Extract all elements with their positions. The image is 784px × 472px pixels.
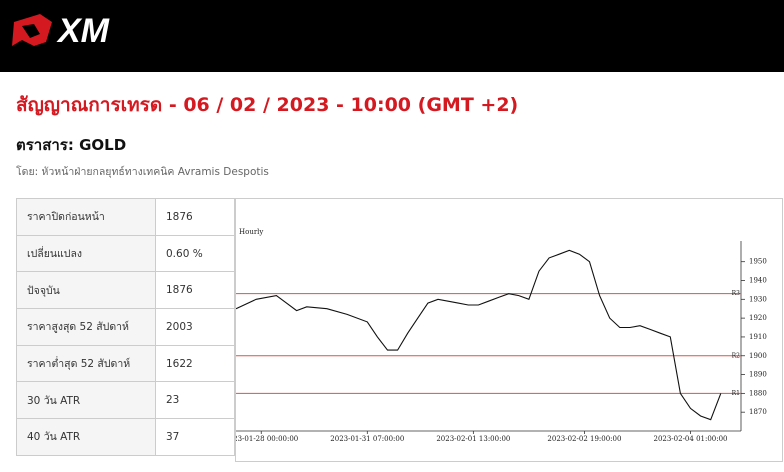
table-row: เปลี่ยนแปลง 0.60 % <box>16 234 235 273</box>
chart: Hourly 1870 1880 1890 1900 1910 1920 1930 1940 1… <box>236 228 767 443</box>
table-row: 40 วัน ATR 37 <box>16 418 235 456</box>
table-row: ราคาสูงสุด 52 สัปดาห์ 2003 <box>16 308 235 346</box>
table-row: ราคาปิดก่อนหน้า 1876 <box>16 198 235 236</box>
header: XM <box>0 0 784 72</box>
row-value: 2003 <box>155 308 235 346</box>
instrument: ตราสาร: GOLD <box>16 136 127 154</box>
price-line <box>236 249 722 421</box>
y-tick-label: 1950 <box>749 258 767 266</box>
y-tick-label: 1910 <box>749 333 767 341</box>
row-value: 37 <box>155 418 235 456</box>
row-label: ราคาสูงสุด 52 สัปดาห์ <box>16 308 156 346</box>
y-tick-label: 1920 <box>749 314 767 322</box>
logo-icon-cut <box>22 24 40 38</box>
chart-title: Hourly <box>239 228 263 236</box>
y-tick-label: 1880 <box>749 389 767 397</box>
row-value: 23 <box>155 381 235 420</box>
row-value: 0.60 % <box>155 234 235 273</box>
table-row: 30 วัน ATR 23 <box>16 381 235 420</box>
row-label: 40 วัน ATR <box>16 418 156 456</box>
row-label: ราคาต่ำสุด 52 สัปดาห์ <box>16 344 156 383</box>
y-tick-label: 1890 <box>749 371 767 379</box>
x-tick-label: 2023-01-28 00:00:00 <box>236 435 298 443</box>
resistance-label: R1 <box>732 390 740 397</box>
row-label: ราคาปิดก่อนหน้า <box>16 198 156 236</box>
table-row: ปัจจุบัน 1876 <box>16 271 235 310</box>
chart-box: Hourly 1870 1880 1890 1900 1910 1920 1930 1940 1… <box>235 198 783 462</box>
row-label: เปลี่ยนแปลง <box>16 234 156 273</box>
author: โดย: หัวหน้าฝ่ายกลยุทธ์ทางเทคนิค Avramis… <box>16 166 269 178</box>
logo-text: XM <box>56 12 110 50</box>
row-value: 1876 <box>155 271 235 310</box>
x-tick-label: 2023-02-04 01:00:00 <box>653 435 727 443</box>
x-tick-label: 2023-02-02 19:00:00 <box>547 435 621 443</box>
row-value: 1622 <box>155 344 235 383</box>
row-label: ปัจจุบัน <box>16 271 156 310</box>
y-tick-label: 1930 <box>749 295 767 303</box>
row-value: 1876 <box>155 198 235 236</box>
x-tick-label: 2023-01-31 07:00:00 <box>330 435 404 443</box>
page-title: สัญญาณการเทรด - 06 / 02 / 2023 - 10:00 (… <box>16 94 519 116</box>
y-tick-label: 1870 <box>749 408 767 416</box>
row-label: 30 วัน ATR <box>16 381 156 420</box>
info-table: ราคาปิดก่อนหน้า 1876 เปลี่ยนแปลง 0.60 % ปัจจ… <box>16 198 235 456</box>
x-tick-label: 2023-02-01 13:00:00 <box>436 435 510 443</box>
logo[interactable]: XM <box>0 0 140 72</box>
table-row: ราคาต่ำสุด 52 สัปดาห์ 1622 <box>16 344 235 383</box>
resistance-label: R3 <box>732 290 741 297</box>
y-tick-label: 1900 <box>749 352 767 360</box>
resistance-label: R2 <box>732 352 741 359</box>
y-tick-label: 1940 <box>749 277 767 285</box>
